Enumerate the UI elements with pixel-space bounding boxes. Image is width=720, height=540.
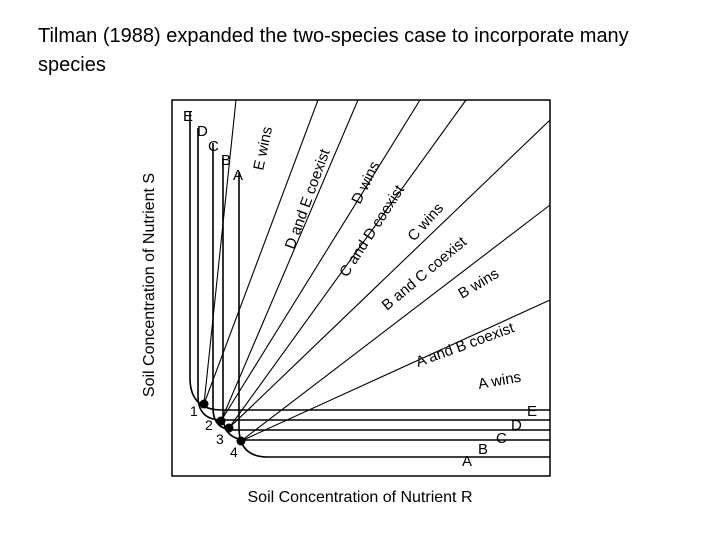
isocline-right-label-c: C bbox=[496, 430, 507, 447]
region-label-a-wins: A wins bbox=[477, 369, 523, 393]
isocline-a bbox=[238, 172, 550, 458]
region-label-d-and-e-coexist: D and E coexist bbox=[282, 146, 334, 251]
point-label-4: 4 bbox=[230, 444, 238, 460]
point-label-1: 1 bbox=[190, 403, 198, 419]
isocline-e bbox=[189, 112, 550, 411]
y-axis-label: Soil Concentration of Nutrient S bbox=[141, 173, 158, 397]
isocline-top-label-c: C bbox=[208, 138, 219, 155]
x-axis-label: Soil Concentration of Nutrient R bbox=[248, 489, 473, 506]
region-label-a-and-b-coexist: A and B coexist bbox=[414, 319, 518, 371]
isocline-right-label-d: D bbox=[511, 417, 522, 434]
slide-title: Tilman (1988) expanded the two-species c… bbox=[38, 25, 629, 76]
region-label-b-wins: B wins bbox=[455, 265, 502, 302]
equilibrium-markers bbox=[199, 399, 246, 446]
equilibrium-point-1 bbox=[199, 399, 209, 409]
isocline-top-label-d: D bbox=[197, 123, 208, 140]
region-label-e-wins: E wins bbox=[250, 125, 276, 172]
isocline-top-label-b: B bbox=[221, 152, 231, 169]
region-label-d-wins: D wins bbox=[348, 159, 383, 207]
consumption-vectors bbox=[203, 99, 551, 442]
isocline-top-label-e: E bbox=[183, 108, 193, 125]
point-label-2: 2 bbox=[205, 417, 213, 433]
equilibrium-point-3 bbox=[224, 423, 234, 433]
region-label-b-and-c-coexist: B and C coexist bbox=[379, 233, 471, 314]
point-label-3: 3 bbox=[216, 431, 224, 447]
isocline-right-label-a: A bbox=[462, 453, 472, 470]
region-label-c-and-d-coexist: C and D coexist bbox=[336, 181, 408, 280]
isocline-top-label-a: A bbox=[233, 167, 243, 184]
plot-frame bbox=[171, 99, 551, 477]
isocline-right-label-b: B bbox=[478, 441, 488, 458]
equilibrium-point-2 bbox=[216, 416, 226, 426]
region-label-c-wins: C wins bbox=[404, 200, 447, 245]
isocline-right-label-e: E bbox=[527, 403, 537, 420]
equilibrium-point-4 bbox=[236, 436, 246, 446]
